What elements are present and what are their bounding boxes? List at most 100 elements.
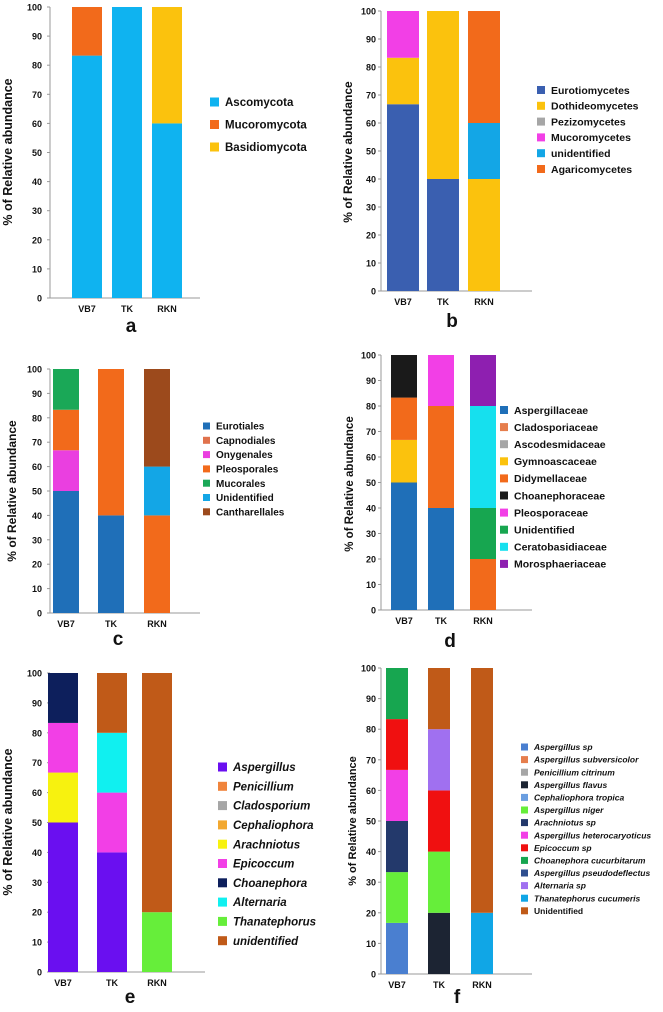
y-tick-label: 70	[366, 755, 376, 765]
legend-swatch	[203, 508, 210, 516]
legend-label: Cephaliophora	[233, 820, 314, 832]
legend-swatch	[521, 856, 528, 864]
bar-segment-vb7-eurotiomycetes	[387, 104, 419, 292]
y-tick-label: 80	[32, 728, 42, 738]
legend-swatch	[218, 801, 227, 811]
x-tick-label: VB7	[395, 616, 413, 626]
y-axis-label: % of Relative abundance	[1, 748, 15, 895]
y-tick-label: 10	[366, 580, 376, 590]
bar-segment-vb7-mucorales	[53, 369, 79, 410]
bar-segment-vb7-mucoromycota	[72, 7, 102, 56]
legend-label: Dothideomycetes	[551, 101, 639, 113]
y-tick-label: 90	[32, 32, 42, 42]
legend-swatch	[500, 491, 508, 500]
legend-label: Mucorales	[216, 479, 266, 490]
y-tick-label: 30	[32, 535, 42, 545]
legend-label: Aspergillus niger	[533, 805, 604, 815]
legend-swatch	[537, 86, 545, 94]
y-tick-label: 10	[32, 264, 42, 274]
y-axis-label: % of Relative abundance	[5, 420, 19, 562]
y-tick-label: 80	[32, 61, 42, 71]
chart-panel-a: 0 10 20 30 40 50 60 70 80 90 100 % of Relative abun…	[1, 3, 307, 338]
legend-label: Aspergillus subversicolor	[533, 755, 639, 765]
y-tick-label: 40	[32, 177, 42, 187]
x-tick-label: TK	[435, 616, 447, 626]
y-tick-label: 60	[366, 786, 376, 796]
legend-swatch	[521, 806, 528, 814]
legend-label: Aspergillus sp	[533, 742, 593, 752]
legend-label: Aspergillus flavus	[533, 780, 607, 790]
legend-swatch	[500, 508, 508, 517]
legend-label: Eurotiales	[216, 422, 265, 433]
y-tick-label: 0	[371, 606, 376, 616]
legend-swatch	[521, 882, 528, 890]
bar-segment-rkn-morosphaeriaceae	[470, 355, 496, 406]
y-tick-label: 20	[366, 231, 376, 241]
bar-segment-vb7-choanephora	[48, 673, 78, 723]
legend-swatch	[203, 465, 210, 473]
legend-swatch	[203, 494, 210, 501]
legend-swatch	[203, 436, 210, 444]
legend-swatch	[203, 422, 210, 430]
y-tick-label: 90	[366, 376, 376, 386]
bar-segment-rkn-didymellaceae	[470, 559, 496, 610]
x-tick-label: RKN	[147, 619, 167, 629]
bar-segment-rkn-unidentified	[470, 508, 496, 559]
y-tick-label: 90	[32, 698, 42, 708]
y-tick-label: 30	[32, 878, 42, 888]
legend-label: Aspergillus pseudodeflectus	[533, 868, 650, 878]
y-tick-label: 60	[32, 462, 42, 472]
y-tick-label: 80	[366, 63, 376, 73]
chart-panel-f: 0 10 20 30 40 50 60 70 80 90 100 % of Relative abun…	[347, 664, 651, 1009]
legend-swatch	[500, 525, 508, 534]
x-tick-label: VB7	[57, 619, 75, 629]
y-tick-label: 0	[371, 970, 376, 980]
legend-swatch	[218, 859, 227, 868]
legend-swatch	[500, 474, 508, 483]
x-tick-label: TK	[437, 297, 449, 307]
legend-swatch	[218, 781, 227, 791]
panel-label: a	[126, 316, 137, 337]
legend-label: Alternaria	[232, 897, 287, 909]
legend-swatch	[537, 117, 545, 126]
legend-label: Unidentified	[514, 524, 575, 536]
y-tick-label: 0	[371, 287, 376, 297]
y-tick-label: 70	[32, 90, 42, 100]
legend-swatch	[521, 844, 528, 852]
x-tick-label: VB7	[78, 304, 96, 314]
panel-label: d	[444, 631, 456, 652]
y-tick-label: 0	[37, 294, 42, 304]
chart-panel-b: 0 10 20 30 40 50 60 70 80 90 100 % of Relative abun…	[341, 7, 639, 333]
legend-swatch	[521, 894, 528, 902]
legend-swatch	[210, 142, 219, 152]
bar-segment-tk-pleosporales	[98, 369, 124, 516]
legend-label: Pleosporaceae	[514, 507, 588, 519]
legend-swatch	[500, 542, 508, 551]
y-tick-label: 10	[32, 938, 42, 948]
bar-segment-vb7-aspergillaceae	[391, 482, 417, 610]
legend-label: Mucoromycetes	[551, 132, 631, 144]
y-tick-label: 70	[366, 91, 376, 101]
legend-label: Capnodiales	[216, 436, 276, 447]
legend-label: Unidentified	[534, 906, 583, 916]
legend-label: Arachniotus sp	[533, 818, 596, 828]
legend-swatch	[521, 869, 528, 877]
legend-label: Cladosporium	[233, 801, 310, 813]
bar-segment-vb7-eurotiales	[53, 491, 79, 613]
legend-label: Pezizomycetes	[551, 116, 626, 128]
y-tick-label: 10	[32, 584, 42, 594]
y-tick-label: 90	[32, 389, 42, 399]
y-tick-label: 70	[32, 438, 42, 448]
chart-panel-d: 0 10 20 30 40 50 60 70 80 90 100 % of Relative abun…	[344, 351, 607, 653]
legend-label: Ascomycota	[225, 97, 294, 109]
legend-label: Basidiomycota	[225, 142, 307, 154]
y-tick-label: 100	[27, 3, 42, 13]
y-tick-label: 80	[366, 402, 376, 412]
x-tick-label: TK	[433, 980, 445, 990]
y-tick-label: 20	[32, 560, 42, 570]
legend-label: Aspergillus heterocaryoticus	[533, 830, 651, 840]
bar-segment-vb7-onygenales	[53, 450, 79, 491]
legend-label: Penicillium	[233, 781, 294, 793]
bar-segment-rkn-unidentified	[142, 673, 172, 913]
legend-swatch	[210, 97, 219, 107]
